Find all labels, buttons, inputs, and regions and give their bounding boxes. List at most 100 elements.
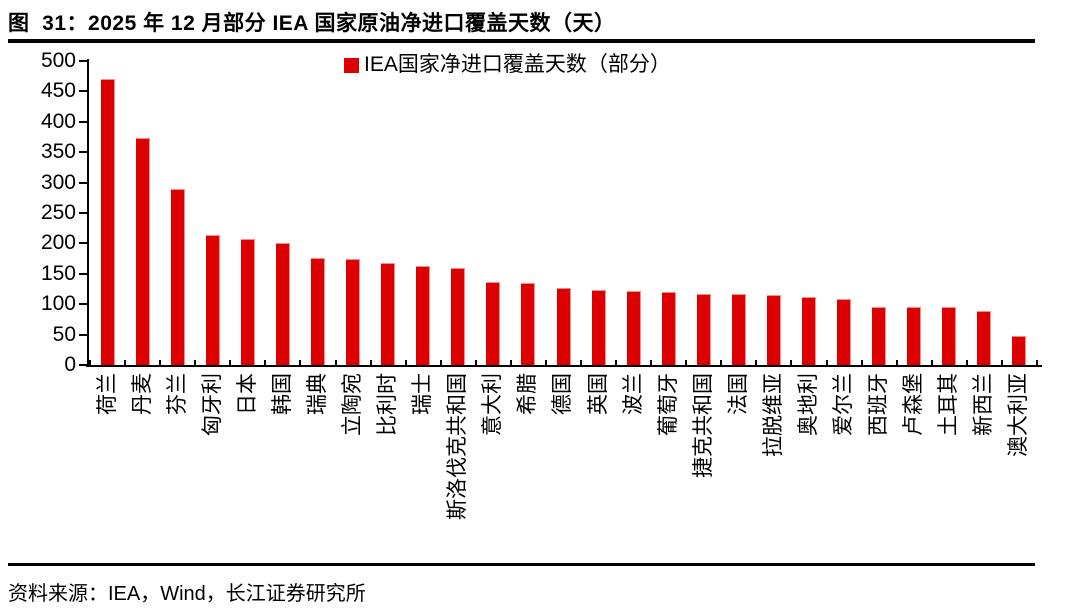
- x-axis-label: 丹麦: [131, 373, 154, 415]
- x-tick: [1036, 360, 1038, 365]
- y-axis-label: 150: [40, 262, 76, 285]
- x-tick: [264, 360, 266, 365]
- y-tick: [79, 242, 87, 244]
- chart-legend: IEA国家净进口覆盖天数（部分）: [344, 54, 671, 76]
- bar: [101, 79, 115, 365]
- bar: [1012, 336, 1026, 365]
- bar: [136, 138, 150, 365]
- figure-title: 图 31：2025 年 12 月部分 IEA 国家原油净进口覆盖天数（天）: [8, 12, 616, 35]
- footer-divider: [8, 563, 1035, 566]
- source-note: 资料来源：IEA，Wind，长江证券研究所: [8, 583, 366, 605]
- x-axis-label: 立陶宛: [341, 373, 364, 436]
- x-axis-label: 澳大利亚: [1007, 373, 1030, 457]
- y-axis-label: 100: [40, 292, 76, 315]
- y-axis-label: 350: [40, 140, 76, 163]
- x-tick: [966, 360, 968, 365]
- x-axis-label: 西班牙: [867, 373, 890, 436]
- x-tick: [124, 360, 126, 365]
- x-tick: [335, 360, 337, 365]
- x-axis-label: 葡萄牙: [657, 373, 680, 436]
- x-tick: [1001, 360, 1003, 365]
- x-tick: [475, 360, 477, 365]
- y-tick: [79, 151, 87, 153]
- bar: [977, 311, 991, 365]
- y-tick: [79, 303, 87, 305]
- x-axis-label: 法国: [727, 373, 750, 415]
- y-axis-line: [87, 59, 89, 367]
- y-axis-label: 300: [40, 171, 76, 194]
- y-tick: [79, 121, 87, 123]
- y-tick: [79, 90, 87, 92]
- y-axis-label: 200: [40, 231, 76, 254]
- bar: [697, 294, 711, 365]
- x-axis-label: 韩国: [271, 373, 294, 415]
- bar: [767, 295, 781, 365]
- x-tick: [405, 360, 407, 365]
- y-axis-label: 450: [40, 79, 76, 102]
- x-axis-label: 瑞典: [306, 373, 329, 415]
- bar: [872, 307, 886, 365]
- bar: [732, 294, 746, 365]
- x-axis-label: 英国: [587, 373, 610, 415]
- x-axis-label: 芬兰: [166, 373, 189, 415]
- y-tick: [79, 334, 87, 336]
- x-axis-label: 奥地利: [797, 373, 820, 436]
- x-tick: [685, 360, 687, 365]
- x-axis-label: 卢森堡: [902, 373, 925, 436]
- bar: [486, 282, 500, 365]
- legend-label: IEA国家净进口覆盖天数（部分）: [364, 53, 671, 76]
- x-axis-label: 波兰: [622, 373, 645, 415]
- x-tick: [229, 360, 231, 365]
- title-divider: [8, 39, 1035, 43]
- x-tick: [650, 360, 652, 365]
- x-tick: [194, 360, 196, 365]
- bar: [942, 307, 956, 365]
- bar: [346, 259, 360, 365]
- bar: [171, 189, 185, 365]
- bar: [241, 239, 255, 365]
- x-axis-line: [86, 365, 1042, 367]
- x-tick: [790, 360, 792, 365]
- x-axis-label: 比利时: [376, 373, 399, 436]
- bar: [311, 258, 325, 365]
- bar: [802, 297, 816, 365]
- y-tick: [79, 273, 87, 275]
- x-tick: [615, 360, 617, 365]
- x-tick: [510, 360, 512, 365]
- y-axis-label: 400: [40, 110, 76, 133]
- x-axis-label: 土耳其: [937, 373, 960, 436]
- bar: [907, 307, 921, 365]
- x-axis-label: 意大利: [481, 373, 504, 436]
- y-tick: [79, 182, 87, 184]
- x-axis-label: 匈牙利: [201, 373, 224, 436]
- x-tick: [861, 360, 863, 365]
- x-tick: [89, 360, 91, 365]
- x-tick: [370, 360, 372, 365]
- bar: [451, 268, 465, 365]
- x-axis-label: 希腊: [516, 373, 539, 415]
- x-tick: [755, 360, 757, 365]
- x-tick: [580, 360, 582, 365]
- x-tick: [440, 360, 442, 365]
- x-axis-label: 瑞士: [411, 373, 434, 415]
- y-axis-label: 500: [40, 49, 76, 72]
- x-axis-label: 捷克共和国: [692, 373, 715, 478]
- x-tick: [720, 360, 722, 365]
- x-tick: [931, 360, 933, 365]
- x-tick: [545, 360, 547, 365]
- bar: [627, 291, 641, 365]
- bar: [276, 243, 290, 365]
- x-axis-label: 日本: [236, 373, 259, 415]
- x-tick: [159, 360, 161, 365]
- bar: [557, 288, 571, 365]
- bar: [837, 299, 851, 365]
- x-tick: [826, 360, 828, 365]
- y-tick: [79, 364, 87, 366]
- bar: [662, 292, 676, 365]
- bar: [416, 266, 430, 365]
- y-axis-label: 250: [40, 201, 76, 224]
- y-tick: [79, 212, 87, 214]
- y-axis-label: 50: [52, 323, 76, 346]
